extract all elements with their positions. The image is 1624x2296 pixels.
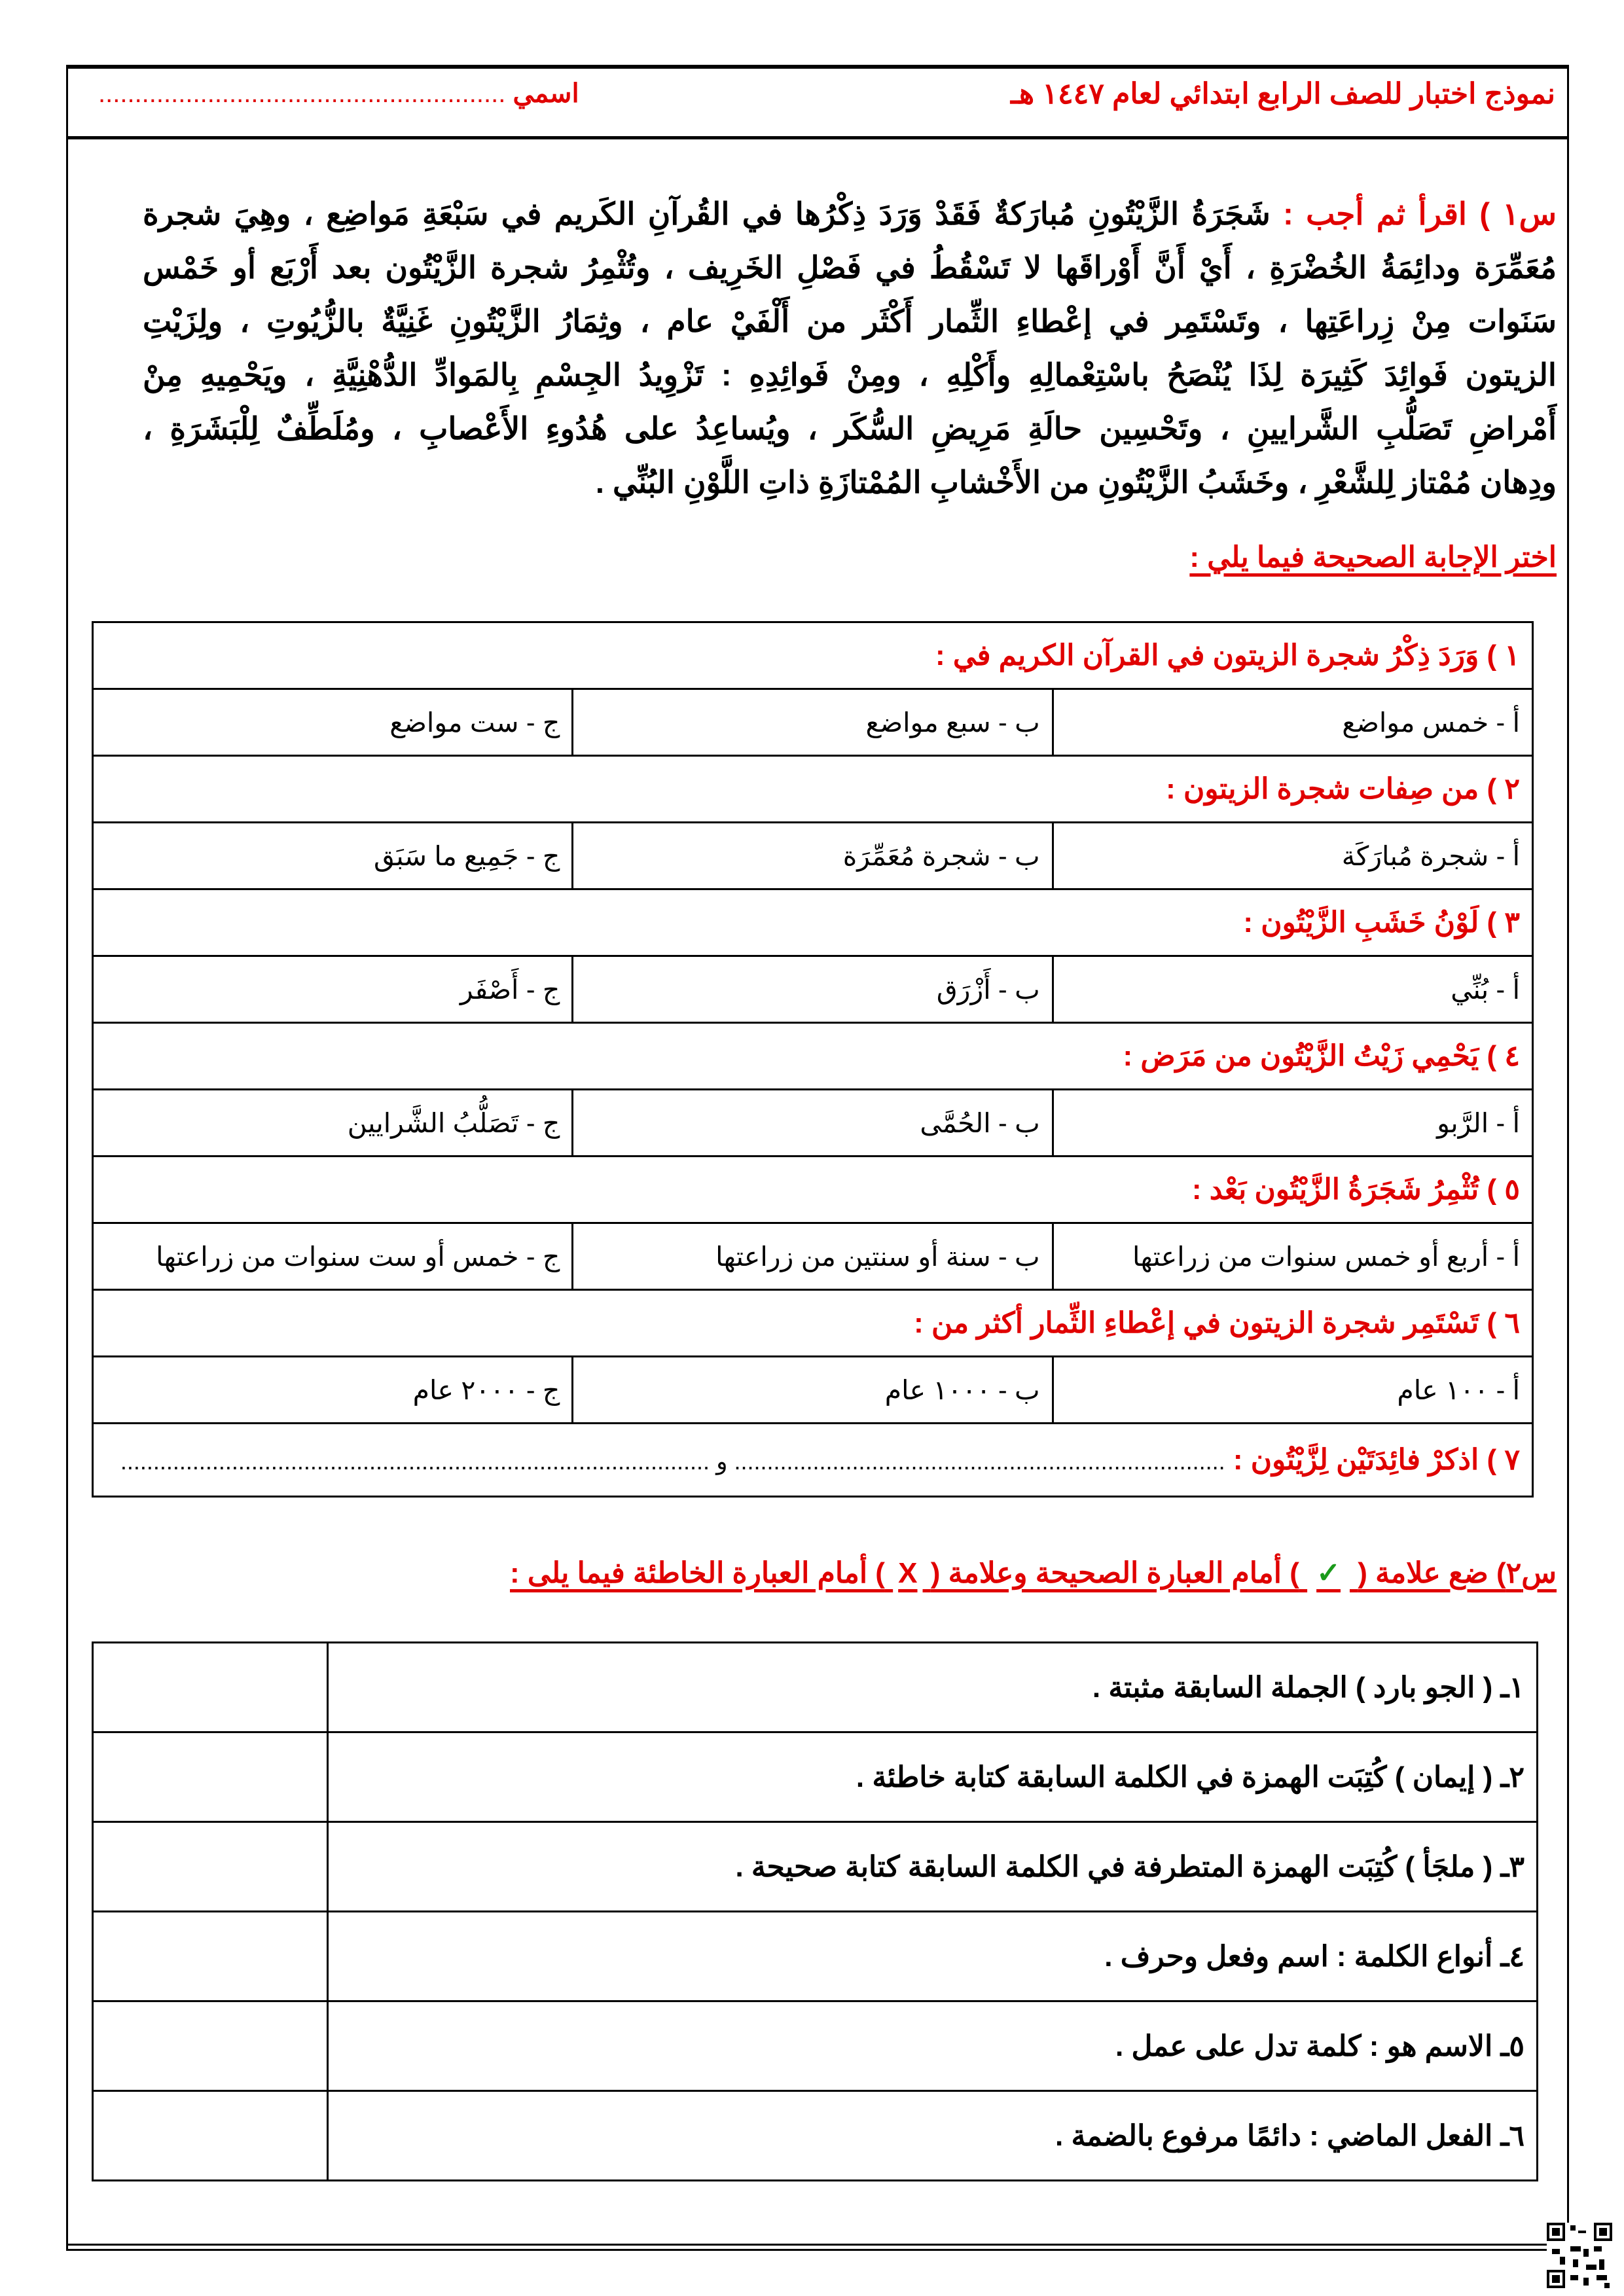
mcq-table: ١ ) وَرَدَ ذِكْرُ شجرة الزيتون في القرآن… xyxy=(91,621,1534,1498)
true-false-table: ١ـ ( الجو بارد ) الجملة السابقة مثبتة .٢… xyxy=(92,1641,1538,2181)
statement-row: ٦ـ الفعل الماضي : دائمًا مرفوع بالضمة . xyxy=(92,2090,1538,2181)
answer-option[interactable]: ب - ١٠٠٠ عام xyxy=(571,1355,1054,1424)
statement-text: ١ـ ( الجو بارد ) الجملة السابقة مثبتة . xyxy=(327,1641,1538,1733)
answer-blank[interactable]: ........................................… xyxy=(120,1448,710,1475)
answer-option[interactable]: أ - خمس مواضع xyxy=(1051,688,1534,757)
answer-option[interactable]: أ - شجرة مُبارَكَة xyxy=(1051,821,1534,890)
question-row: ٦ ) تَسْتَمِر شجرة الزيتون في إعْطاءِ ال… xyxy=(92,1289,1534,1357)
instruction-part: س٢) ضع علامة ( xyxy=(1358,1557,1557,1589)
question-text: ٢ ) من صِفات شجرة الزيتون : xyxy=(92,755,1534,823)
answer-cell[interactable] xyxy=(92,1821,329,1912)
statement-row: ٢ـ ( إيمان ) كُتِبَت الهمزة في الكلمة ال… xyxy=(92,1731,1538,1823)
qr-code-icon xyxy=(1547,2223,1612,2288)
page-frame-right xyxy=(1567,65,1569,2250)
answer-blank[interactable]: ........................................… xyxy=(734,1448,1225,1475)
answer-option[interactable]: ب - أَزْرَق xyxy=(571,955,1054,1024)
answer-option[interactable]: ج - ست مواضع xyxy=(91,688,574,757)
statement-row: ٥ـ الاسم هو : كلمة تدل على عمل . xyxy=(92,2000,1538,2092)
statement-text: ٤ـ أنواع الكلمة : اسم وفعل وحرف . xyxy=(327,1910,1538,2002)
answer-option[interactable]: ج - خمس أو ست سنوات من زراعتها xyxy=(91,1222,574,1291)
check-icon: ✓ xyxy=(1316,1557,1341,1589)
question-text: ٦ ) تَسْتَمِر شجرة الزيتون في إعْطاءِ ال… xyxy=(92,1289,1534,1357)
question-text: ١ ) وَرَدَ ذِكْرُ شجرة الزيتون في القرآن… xyxy=(92,621,1534,690)
true-false-instruction: س٢) ضع علامة ( ✓ ) أمام العبارة الصحيحة … xyxy=(510,1556,1557,1590)
statement-text: ٢ـ ( إيمان ) كُتِبَت الهمزة في الكلمة ال… xyxy=(327,1731,1538,1823)
question-1-label: س١ ) اقرأ ثم أجب : xyxy=(1270,196,1557,231)
statement-text: ٦ـ الفعل الماضي : دائمًا مرفوع بالضمة . xyxy=(327,2090,1538,2181)
answer-cell[interactable] xyxy=(92,1641,329,1733)
answer-option[interactable]: أ - ١٠٠ عام xyxy=(1051,1355,1534,1424)
question-row: ٧ ) اذكرْ فائِدَتَيْن لِزَّيْتُون : ....… xyxy=(92,1422,1534,1498)
exam-title: نموذج اختبار للصف الرابع ابتدائي لعام ١٤… xyxy=(1011,78,1555,110)
passage-line: مُعَمِّرَة ودائِمَةُ الخُضْرَةِ ، أَيْ أ… xyxy=(143,250,1557,285)
question-row: ٤ ) يَحْمِي زَيْتُ الزَّيْتُون من مَرَض … xyxy=(92,1022,1534,1090)
question-text: ٥ ) تُثْمِرُ شَجَرَةُ الزَّيْتُون بَعْد … xyxy=(92,1155,1534,1224)
question-row: ١ ) وَرَدَ ذِكْرُ شجرة الزيتون في القرآن… xyxy=(92,621,1534,690)
answer-option[interactable]: ب - الحُمَّى xyxy=(571,1088,1054,1157)
answer-cell[interactable] xyxy=(92,2000,329,2092)
passage-line: أَمْراضِ تَصَلُّبِ الشَّرايينِ ، وتَحْسِ… xyxy=(143,411,1557,446)
options-row: أ - بُنِّي ب - أَزْرَق ج - أَصْفَر xyxy=(91,955,1534,1024)
answer-option[interactable]: أ - بُنِّي xyxy=(1051,955,1534,1024)
question-text: ٤ ) يَحْمِي زَيْتُ الزَّيْتُون من مَرَض … xyxy=(92,1022,1534,1090)
cross-icon: X xyxy=(898,1557,918,1589)
instruction-part: ) أمام العبارة الخاطئة فيما يلى : xyxy=(510,1557,885,1589)
footer-line xyxy=(66,2249,1569,2251)
answer-option[interactable]: ج - تَصَلُّبُ الشَّرايين xyxy=(91,1088,574,1157)
answer-option[interactable]: ب - سنة أو سنتين من زراعتها xyxy=(571,1222,1054,1291)
instruction-part: ) أمام العبارة الصحيحة وعلامة ( xyxy=(930,1557,1299,1589)
question-row: ٥ ) تُثْمِرُ شَجَرَةُ الزَّيْتُون بَعْد … xyxy=(92,1155,1534,1224)
answer-option[interactable]: ج - ٢٠٠٠ عام xyxy=(91,1355,574,1424)
question-row: ٢ ) من صِفات شجرة الزيتون : xyxy=(92,755,1534,823)
statement-row: ١ـ ( الجو بارد ) الجملة السابقة مثبتة . xyxy=(92,1641,1538,1733)
passage-line: شَجَرَةُ الزَّيْتُونِ مُبارَكةٌ فَقَدْ و… xyxy=(143,196,1271,231)
statement-row: ٤ـ أنواع الكلمة : اسم وفعل وحرف . xyxy=(92,1910,1538,2002)
options-row: أ - أربع أو خمس سنوات من زراعتها ب - سنة … xyxy=(91,1222,1534,1291)
passage-line: الزيتون فَوائِدَ كَثِيرَة لِذَا يُنْصَحُ… xyxy=(143,357,1557,392)
reading-passage: س١ ) اقرأ ثم أجب : شَجَرَةُ الزَّيْتُونِ… xyxy=(143,187,1557,509)
options-row: أ - ١٠٠ عام ب - ١٠٠٠ عام ج - ٢٠٠٠ عام xyxy=(91,1355,1534,1424)
statement-text: ٣ـ ( ملجَأ ) كُتِبَت الهمزة المتطرفة في … xyxy=(327,1821,1538,1912)
question-text: ٧ ) اذكرْ فائِدَتَيْن لِزَّيْتُون : xyxy=(1225,1444,1520,1476)
student-name-field[interactable]: اسمي ...................................… xyxy=(98,79,579,109)
page-frame-top xyxy=(66,65,1569,69)
statement-text: ٥ـ الاسم هو : كلمة تدل على عمل . xyxy=(327,2000,1538,2092)
name-dots: ........................................… xyxy=(98,79,506,108)
and-text: و xyxy=(710,1448,734,1475)
question-row: ٣ ) لَوْنُ خَشَبِ الزَّيْتُون : xyxy=(92,888,1534,957)
answer-option[interactable]: أ - الرَّبو xyxy=(1051,1088,1534,1157)
answer-cell[interactable] xyxy=(92,1731,329,1823)
answer-option[interactable]: أ - أربع أو خمس سنوات من زراعتها xyxy=(1051,1222,1534,1291)
passage-line: ودِهان مُمْتاز لِلشَّعْرِ ، وخَشَبُ الزَ… xyxy=(595,465,1557,499)
answer-option[interactable]: ب - شجرة مُعَمِّرَة xyxy=(571,821,1054,890)
options-row: أ - شجرة مُبارَكَة ب - شجرة مُعَمِّرَة ج -… xyxy=(91,821,1534,890)
header-divider xyxy=(66,136,1569,139)
answer-option[interactable]: ج - جَمِيع ما سَبَق xyxy=(91,821,574,890)
options-row: أ - الرَّبو ب - الحُمَّى ج - تَصَلُّبُ الش… xyxy=(91,1088,1534,1157)
question-text: ٣ ) لَوْنُ خَشَبِ الزَّيْتُون : xyxy=(92,888,1534,957)
question-7-cell[interactable]: ٧ ) اذكرْ فائِدَتَيْن لِزَّيْتُون : ....… xyxy=(92,1422,1534,1498)
mcq-instruction: اختر الإجابة الصحيحة فيما يلي : xyxy=(1189,541,1557,573)
answer-option[interactable]: ج - أَصْفَر xyxy=(91,955,574,1024)
answer-cell[interactable] xyxy=(92,1910,329,2002)
passage-line: سَنَوات مِنْ زِراعَتِها ، وتَسْتَمِر في … xyxy=(143,304,1557,338)
answer-cell[interactable] xyxy=(92,2090,329,2181)
options-row: أ - خمس مواضع ب - سبع مواضع ج - ست مواضع xyxy=(91,688,1534,757)
name-label: اسمي xyxy=(513,79,579,108)
statement-row: ٣ـ ( ملجَأ ) كُتِبَت الهمزة المتطرفة في … xyxy=(92,1821,1538,1912)
page-frame-left xyxy=(66,65,68,2250)
answer-option[interactable]: ب - سبع مواضع xyxy=(571,688,1054,757)
footer-line xyxy=(66,2244,1569,2246)
